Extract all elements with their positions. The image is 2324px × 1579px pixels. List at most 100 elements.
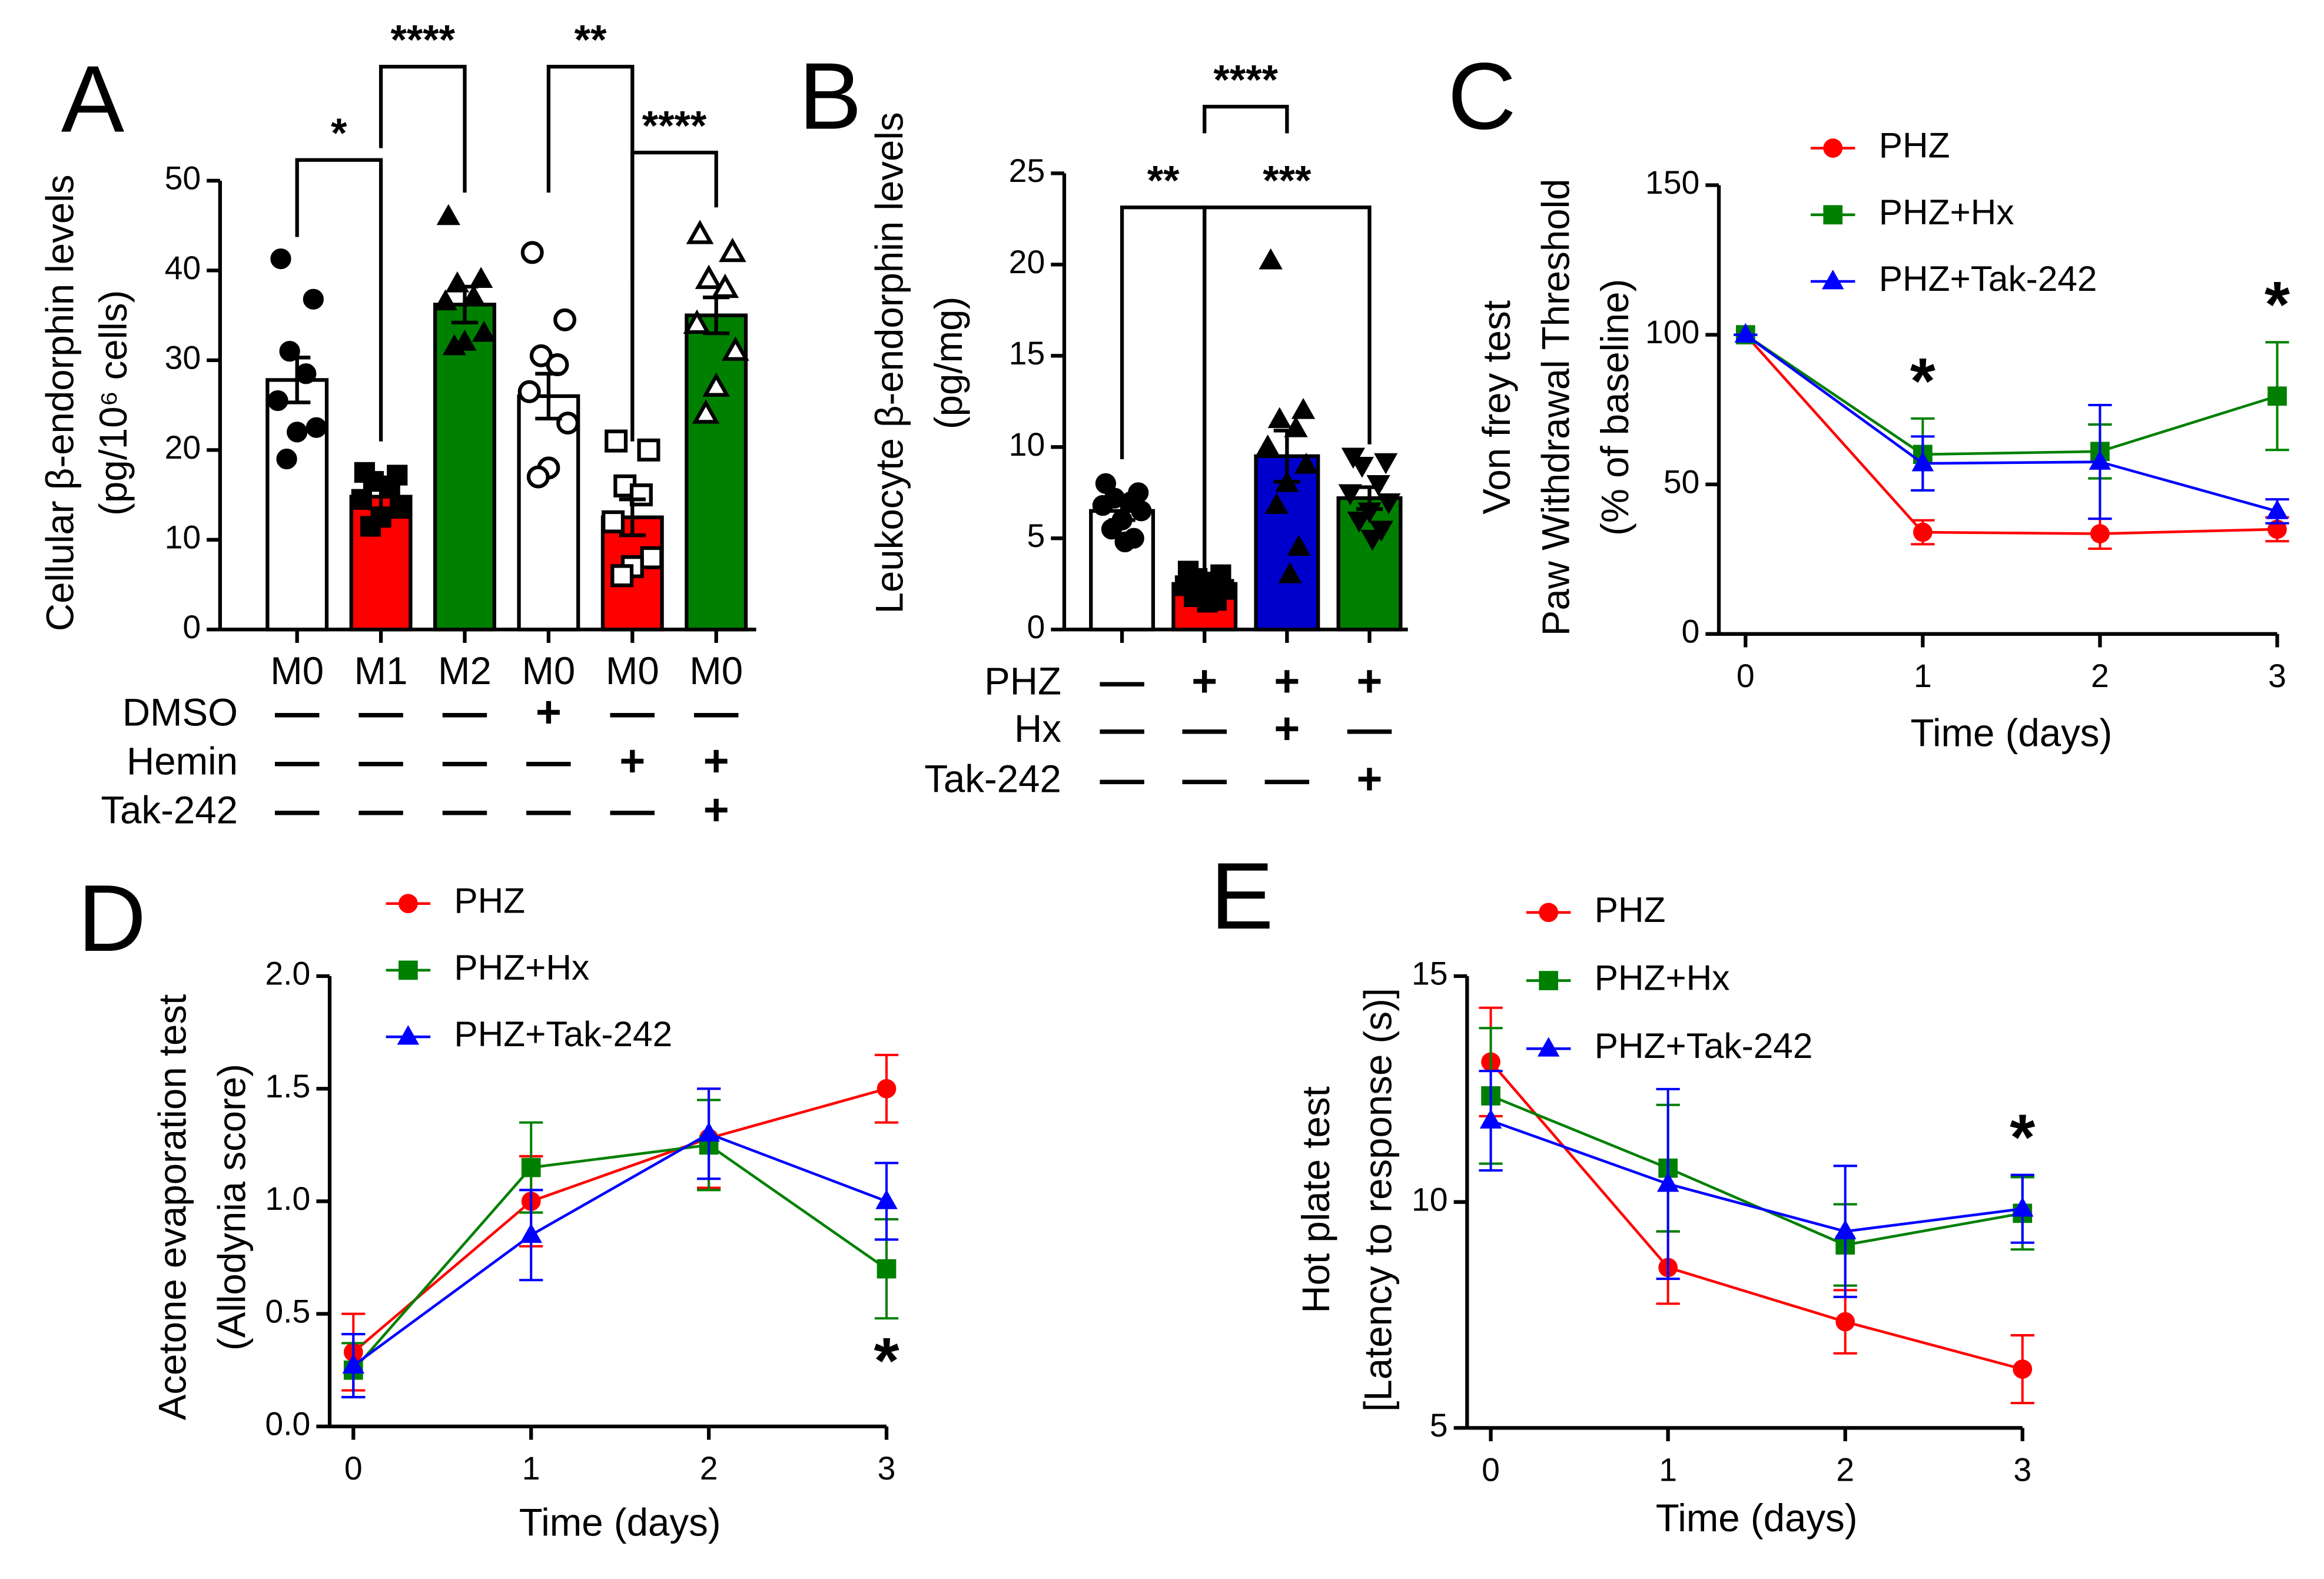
error-bar bbox=[535, 371, 562, 421]
data-point bbox=[520, 1223, 542, 1243]
row-sign: — bbox=[610, 785, 655, 834]
row-sign: + bbox=[1191, 656, 1217, 705]
y-tick-label: 0 bbox=[1682, 613, 1700, 649]
data-point bbox=[1834, 1219, 1857, 1239]
panel-letter: A bbox=[61, 47, 125, 152]
x-tick-label: M0 bbox=[522, 649, 575, 692]
data-point bbox=[1479, 1109, 1502, 1129]
data-point bbox=[351, 489, 372, 510]
row-sign: — bbox=[443, 785, 487, 834]
row-sign: + bbox=[1274, 656, 1300, 705]
row-sign: — bbox=[275, 785, 320, 834]
row-label: PHZ bbox=[984, 660, 1061, 703]
data-point bbox=[306, 417, 327, 438]
y-tick-label: 0.5 bbox=[265, 1293, 310, 1329]
y-axis-label: (Allodynia score) bbox=[210, 1064, 253, 1351]
data-point bbox=[303, 288, 324, 310]
y-axis-label: Acetone evaporation test bbox=[151, 994, 194, 1421]
y-tick-label: 40 bbox=[165, 250, 201, 286]
legend-label: PHZ bbox=[1879, 125, 1950, 165]
x-tick-label: 3 bbox=[878, 1450, 896, 1487]
data-point bbox=[472, 320, 496, 342]
legend-label: PHZ+Tak-242 bbox=[1879, 258, 2097, 298]
x-tick-label: 3 bbox=[2268, 658, 2286, 694]
row-sign: — bbox=[1182, 754, 1227, 803]
x-axis-label: Time (days) bbox=[1656, 1497, 1858, 1540]
significance-bracket bbox=[379, 65, 467, 193]
y-tick-label: 50 bbox=[1664, 463, 1700, 500]
y-tick-label: 15 bbox=[1412, 956, 1448, 992]
data-point bbox=[1259, 248, 1283, 270]
data-point bbox=[875, 1189, 898, 1209]
data-point bbox=[683, 309, 711, 334]
bar bbox=[517, 394, 580, 632]
data-point bbox=[553, 308, 577, 331]
row-label: Tak-242 bbox=[924, 758, 1061, 801]
data-point bbox=[442, 334, 467, 356]
data-point bbox=[2090, 524, 2110, 543]
data-point bbox=[1264, 493, 1289, 514]
legend-marker bbox=[399, 960, 418, 980]
y-tick-label: 5 bbox=[1430, 1407, 1448, 1444]
x-tick-label: M1 bbox=[354, 649, 408, 692]
legend-marker bbox=[397, 1025, 420, 1045]
y-axis-label: (pg/mg) bbox=[927, 297, 970, 429]
y-tick-label: 20 bbox=[165, 429, 201, 466]
y-axis-label: (pg/10⁶ cells) bbox=[92, 290, 135, 516]
data-point bbox=[877, 1259, 897, 1279]
row-sign: + bbox=[1356, 656, 1382, 705]
panel-letter: B bbox=[799, 44, 862, 150]
row-sign: — bbox=[1100, 704, 1144, 753]
error-bar bbox=[284, 356, 311, 404]
data-point bbox=[276, 448, 297, 470]
y-tick-label: 25 bbox=[1009, 152, 1045, 189]
series-line bbox=[352, 1087, 887, 1354]
annotation: * bbox=[2010, 1102, 2035, 1174]
row-sign: — bbox=[1265, 754, 1310, 803]
data-point bbox=[1377, 493, 1401, 515]
error-bar bbox=[703, 296, 730, 336]
legend-label: PHZ+Hx bbox=[1879, 192, 2014, 232]
data-point bbox=[1734, 323, 1757, 343]
bar bbox=[1089, 509, 1156, 632]
x-tick-label: M2 bbox=[438, 649, 492, 692]
x-tick-label: M0 bbox=[270, 649, 324, 692]
legend-marker bbox=[1539, 903, 1559, 923]
x-tick-label: 1 bbox=[522, 1450, 540, 1487]
x-tick-label: 3 bbox=[2013, 1451, 2031, 1488]
row-sign: — bbox=[1100, 754, 1144, 803]
significance-bracket bbox=[1203, 105, 1289, 134]
row-sign: — bbox=[1347, 704, 1392, 753]
error-bar bbox=[1273, 429, 1300, 484]
series-line bbox=[352, 1132, 887, 1367]
annotation: * bbox=[2265, 268, 2290, 341]
series-line bbox=[1744, 334, 2277, 535]
data-point bbox=[1338, 484, 1362, 506]
y-tick-label: 2.0 bbox=[265, 956, 310, 992]
data-point bbox=[1114, 531, 1136, 553]
data-point bbox=[1350, 456, 1375, 478]
row-sign: + bbox=[536, 687, 562, 737]
row-sign: — bbox=[1100, 656, 1144, 705]
legend-marker bbox=[399, 894, 418, 914]
y-axis-label: Von frey test bbox=[1475, 300, 1518, 515]
x-axis-label: Time (days) bbox=[1910, 712, 2112, 755]
data-point bbox=[1278, 562, 1302, 583]
data-point bbox=[610, 564, 634, 588]
y-tick-label: 5 bbox=[1027, 518, 1045, 554]
significance-label: **** bbox=[642, 102, 707, 148]
data-point bbox=[686, 220, 714, 244]
y-tick-label: 0.0 bbox=[265, 1405, 310, 1442]
data-point bbox=[469, 267, 493, 288]
data-point bbox=[2013, 1359, 2033, 1379]
error-bar bbox=[451, 284, 479, 324]
error-bar bbox=[1108, 500, 1136, 522]
y-tick-label: 1.5 bbox=[265, 1068, 310, 1104]
series-line bbox=[1745, 333, 2278, 456]
data-point bbox=[1911, 452, 1934, 472]
error-bar bbox=[367, 483, 394, 510]
data-point bbox=[521, 1157, 541, 1177]
y-tick-label: 0 bbox=[1027, 609, 1045, 645]
legend-marker bbox=[1539, 971, 1559, 990]
